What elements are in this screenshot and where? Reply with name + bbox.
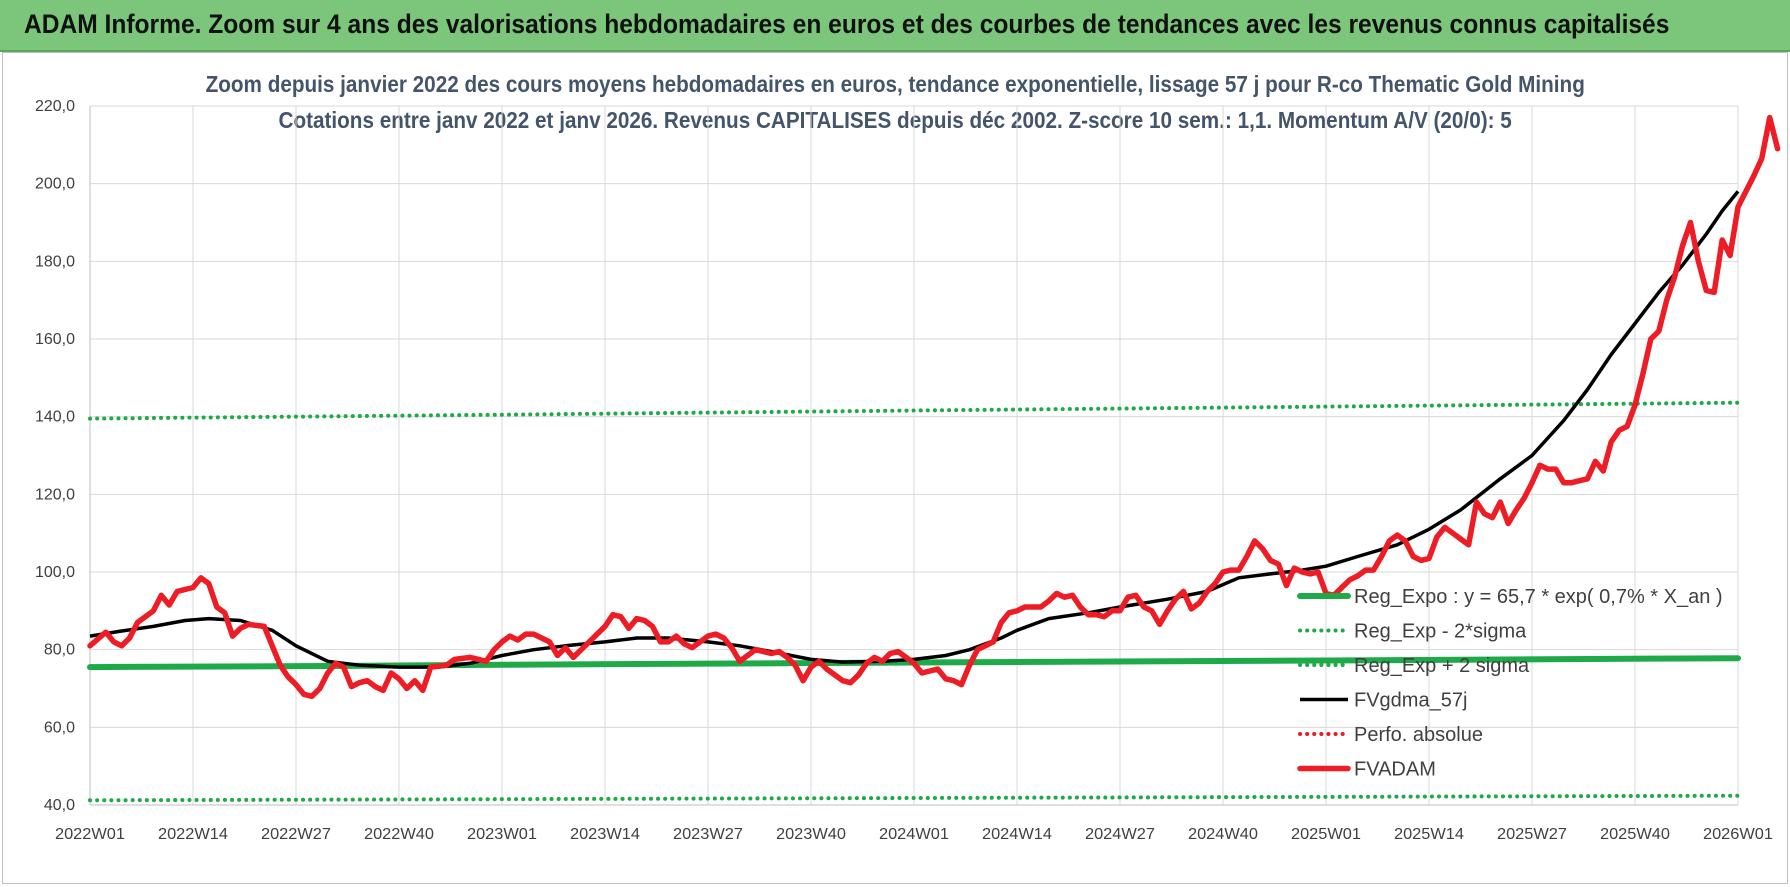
chart-subtitle: Cotations entre janv 2022 et janv 2026. … [0,107,1790,134]
y-tick-label: 220,0 [35,98,75,115]
x-tick-label: 2024W14 [982,826,1052,843]
y-tick-label: 140,0 [35,409,75,426]
y-tick-label: 40,0 [44,797,75,814]
x-tick-label: 2025W40 [1600,826,1670,843]
chart-frame [2,52,1788,884]
legend-label: Reg_Exp + 2 sigma [1354,655,1530,677]
y-tick-label: 200,0 [35,176,75,193]
series-line-reg-exp-2-sigma [88,400,1740,421]
x-tick-label: 2024W40 [1188,826,1258,843]
x-tick-label: 2023W27 [673,826,743,843]
legend-label: FVgdma_57j [1354,690,1467,712]
legend-label: Reg_Expo : y = 65,7 * exp( 0,7% * X_an ) [1354,586,1723,608]
y-tick-label: 160,0 [35,331,75,348]
y-tick-label: 180,0 [35,253,75,270]
y-tick-label: 100,0 [35,564,75,581]
x-tick-label: 2022W14 [158,826,228,843]
x-tick-label: 2022W01 [55,826,125,843]
x-tick-label: 2022W40 [364,826,434,843]
x-tick-label: 2025W27 [1497,826,1567,843]
legend-label: Reg_Exp - 2*sigma [1354,621,1527,643]
x-tick-label: 2025W01 [1291,826,1361,843]
chart-subtitle-text: Cotations entre janv 2022 et janv 2026. … [278,107,1512,133]
series-line-reg-expo-y-65-7-exp-0-7-x-an [87,655,1741,671]
y-tick-label: 80,0 [44,642,75,659]
series-line-reg-exp-2-sigma [88,793,1740,803]
banner-title: ADAM Informe. Zoom sur 4 ans des valoris… [24,9,1670,39]
series-line-fvadam [87,114,1781,700]
x-tick-label: 2023W01 [467,826,537,843]
x-tick-label: 2023W14 [570,826,640,843]
y-tick-label: 120,0 [35,486,75,503]
chart-title: Zoom depuis janvier 2022 des cours moyen… [0,71,1790,98]
x-tick-label: 2023W40 [776,826,846,843]
x-tick-label: 2025W14 [1394,826,1464,843]
report-banner: ADAM Informe. Zoom sur 4 ans des valoris… [0,0,1790,52]
x-tick-label: 2022W27 [261,826,331,843]
legend-label: Perfo. absolue [1354,724,1483,746]
x-tick-label: 2024W01 [879,826,949,843]
chart-title-text: Zoom depuis janvier 2022 des cours moyen… [205,71,1585,97]
series-line-fvgdma-57j [89,190,1740,669]
legend-label: FVADAM [1354,759,1436,781]
y-tick-label: 60,0 [44,719,75,736]
x-tick-label: 2026W01 [1703,826,1773,843]
x-tick-label: 2024W27 [1085,826,1155,843]
